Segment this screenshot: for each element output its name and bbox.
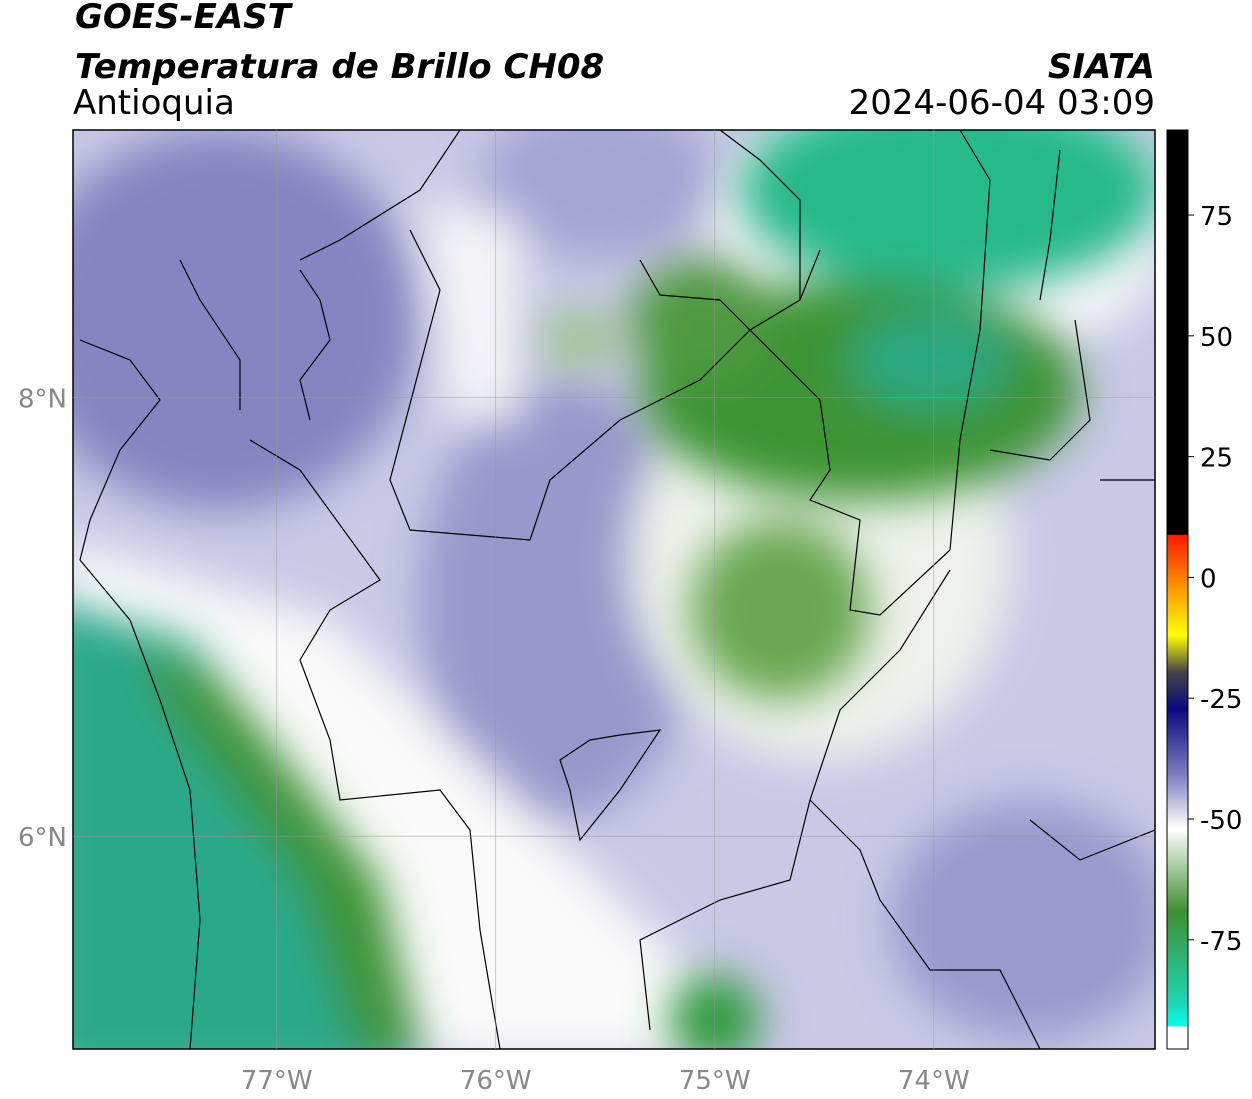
colorbar-tick-label: 0	[1200, 564, 1217, 594]
x-tick-label: 75°W	[679, 1066, 751, 1096]
colorbar-tick-label: 25	[1200, 444, 1233, 474]
subtitle: Temperatura de Brillo CH08	[75, 47, 604, 87]
region: Antioquia	[73, 83, 235, 123]
imagery	[73, 130, 1155, 1049]
colorbar	[1166, 129, 1189, 1050]
title: GOES-EAST	[75, 0, 294, 37]
y-tick-label: 8°N	[18, 385, 67, 415]
colorbar-tick-label: 50	[1200, 323, 1233, 353]
y-tick-label: 6°N	[18, 823, 67, 853]
colorbar-tick-label: 75	[1200, 202, 1233, 232]
x-tick-label: 76°W	[460, 1066, 532, 1096]
map-frame	[72, 129, 1156, 1050]
colorbar-tick-label: -50	[1200, 806, 1242, 836]
x-tick-label: 77°W	[241, 1066, 313, 1096]
source: SIATA	[1048, 47, 1155, 87]
x-tick-label: 74°W	[898, 1066, 970, 1096]
datetime: 2024-06-04 03:09	[849, 83, 1155, 123]
colorbar-tick-label: -75	[1200, 927, 1242, 957]
colorbar-tick-label: -25	[1200, 685, 1242, 715]
